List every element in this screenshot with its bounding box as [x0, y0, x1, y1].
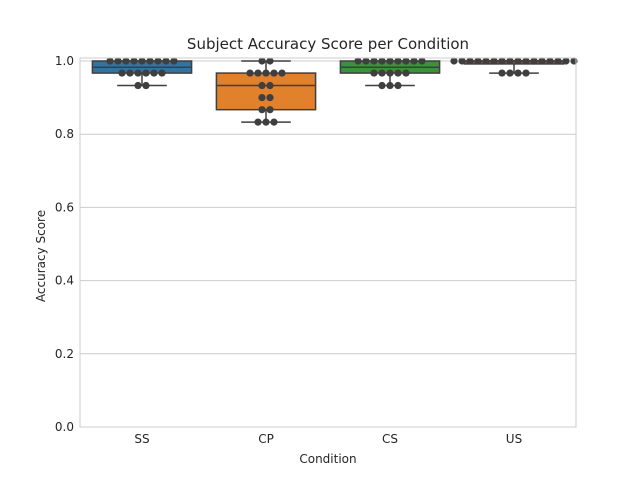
data-point: [410, 57, 418, 65]
y-tick-label: 0.6: [55, 200, 74, 214]
data-point: [482, 57, 490, 65]
data-point: [386, 69, 394, 77]
data-point: [154, 57, 162, 65]
data-point: [146, 57, 154, 65]
y-tick-label: 0.2: [55, 347, 74, 361]
data-point: [118, 69, 126, 77]
y-tick-label: 0.4: [55, 274, 74, 288]
data-point: [394, 81, 402, 90]
data-point: [538, 57, 546, 65]
y-tick-label: 1.0: [55, 54, 74, 68]
data-point: [258, 81, 266, 90]
data-point: [562, 57, 570, 65]
data-point: [522, 57, 530, 65]
data-point: [278, 69, 286, 77]
data-point: [270, 69, 278, 77]
data-point: [394, 57, 402, 65]
data-point: [266, 81, 274, 90]
data-point: [258, 106, 266, 114]
tick-labels: 0.0 0.2 0.4 0.6 0.8 1.0 SS CP CS US: [55, 54, 522, 446]
data-point: [138, 57, 146, 65]
data-point: [394, 69, 402, 77]
data-point: [522, 69, 530, 77]
data-point: [122, 57, 130, 65]
data-point: [126, 69, 134, 77]
data-point: [134, 81, 142, 90]
data-point: [370, 57, 378, 65]
x-axis-label: Condition: [299, 452, 356, 466]
data-point: [506, 69, 514, 77]
data-point: [498, 57, 506, 65]
y-axis-label: Accuracy Score: [34, 210, 48, 302]
data-point: [362, 57, 370, 65]
data-point: [378, 81, 386, 90]
data-point: [514, 69, 522, 77]
data-point: [458, 57, 466, 65]
data-point: [150, 69, 158, 77]
data-point: [450, 57, 458, 65]
grid-lines: [80, 60, 576, 428]
data-point: [254, 118, 262, 126]
data-point: [114, 57, 122, 65]
data-point: [262, 69, 270, 77]
data-point: [506, 57, 514, 65]
data-point: [354, 57, 362, 65]
data-point: [162, 57, 170, 65]
data-point: [134, 69, 142, 77]
data-point: [266, 94, 274, 102]
y-tick-label: 0.0: [55, 420, 74, 434]
data-point: [266, 106, 274, 114]
data-point: [246, 69, 254, 77]
box-body: [215, 72, 317, 111]
points-layer: [106, 57, 578, 126]
data-point: [106, 57, 114, 65]
data-point: [498, 69, 506, 77]
data-point: [466, 57, 474, 65]
data-point: [270, 118, 278, 126]
x-tick-label: US: [506, 432, 522, 446]
x-tick-label: SS: [134, 432, 149, 446]
data-point: [386, 57, 394, 65]
data-point: [546, 57, 554, 65]
data-point: [254, 69, 262, 77]
data-point: [258, 94, 266, 102]
y-tick-label: 0.8: [55, 127, 74, 141]
box-cp: [215, 60, 317, 123]
data-point: [158, 69, 166, 77]
data-point: [142, 69, 150, 77]
box-ss: [91, 60, 193, 87]
x-tick-label: CP: [258, 432, 274, 446]
data-point: [530, 57, 538, 65]
data-point: [514, 57, 522, 65]
data-point: [266, 57, 274, 65]
data-point: [142, 81, 150, 90]
data-point: [130, 57, 138, 65]
data-point: [378, 57, 386, 65]
plot-frame: [79, 57, 577, 428]
data-point: [370, 69, 378, 77]
data-point: [262, 118, 270, 126]
data-point: [554, 57, 562, 65]
data-point: [418, 57, 426, 65]
data-point: [402, 57, 410, 65]
x-tick-label: CS: [382, 432, 398, 446]
data-point: [402, 69, 410, 77]
data-point: [378, 69, 386, 77]
data-point: [490, 57, 498, 65]
chart-title: Subject Accuracy Score per Condition: [187, 35, 469, 53]
data-point: [258, 57, 266, 65]
data-point: [474, 57, 482, 65]
data-point: [170, 57, 178, 65]
data-point: [386, 81, 394, 90]
